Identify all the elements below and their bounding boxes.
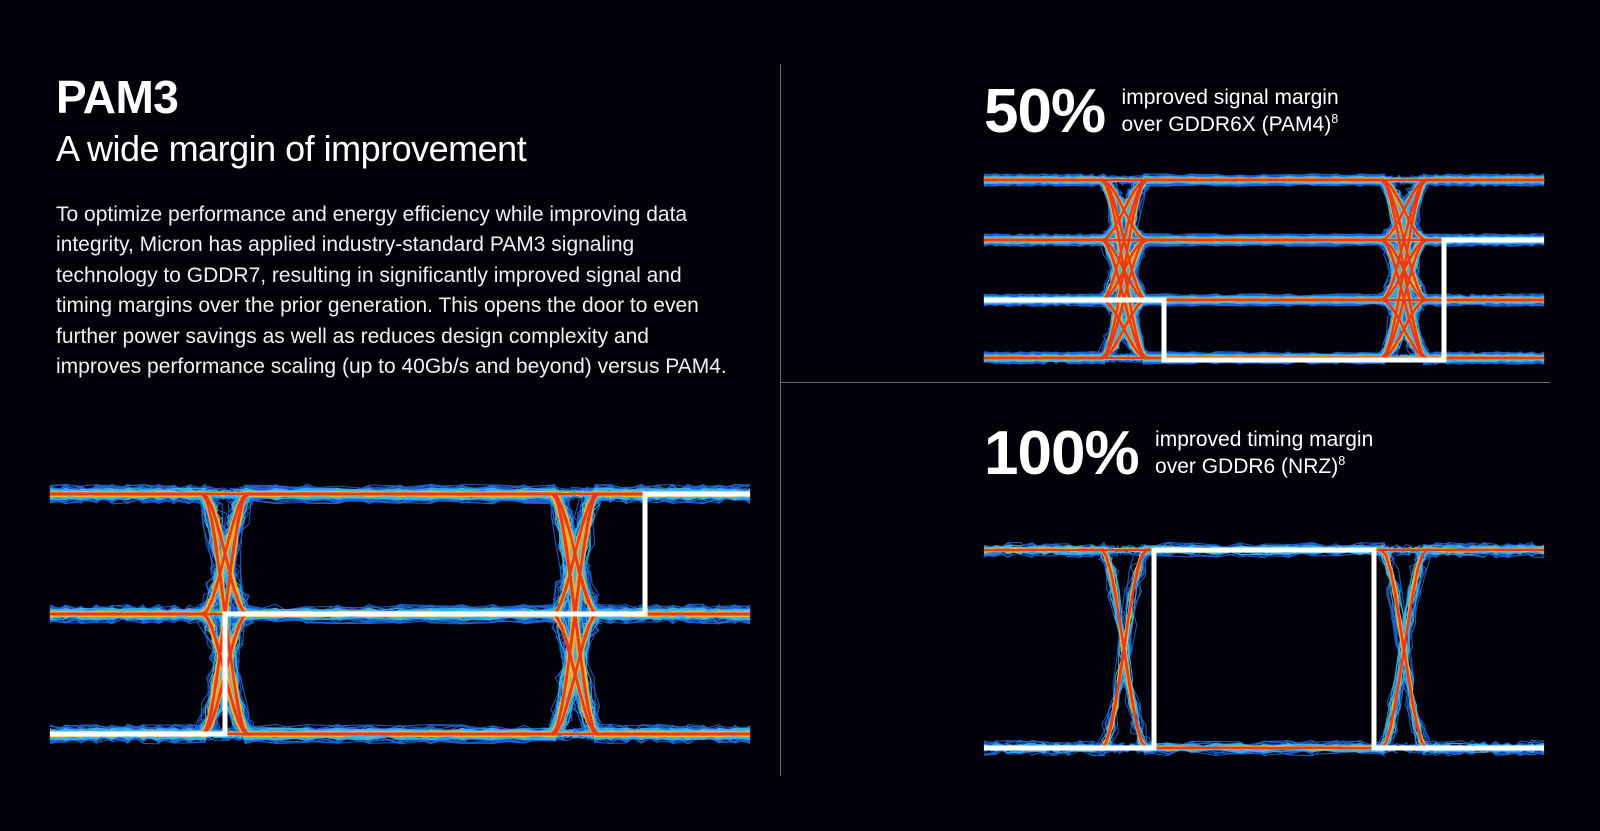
stat-label: improved signal margin over GDDR6X (PAM4… <box>1122 85 1339 138</box>
eye-diagram-pam3 <box>50 444 750 784</box>
eye-diagram-pam4 <box>984 160 1544 360</box>
heading-title: PAM3 <box>56 70 736 124</box>
vertical-divider <box>780 64 781 776</box>
stat-timing-margin: 100% improved timing margin over GDDR6 (… <box>984 418 1564 489</box>
heading-body: To optimize performance and energy effic… <box>56 200 736 383</box>
horizontal-divider <box>780 382 1550 383</box>
stat-signal-margin: 50% improved signal margin over GDDR6X (… <box>984 76 1564 147</box>
eye-diagram-nrz <box>984 520 1544 778</box>
stat-value: 100% <box>984 418 1139 489</box>
heading-subtitle: A wide margin of improvement <box>56 128 736 170</box>
stat-value: 50% <box>984 76 1105 147</box>
stat-label: improved timing margin over GDDR6 (NRZ)8 <box>1155 427 1373 480</box>
